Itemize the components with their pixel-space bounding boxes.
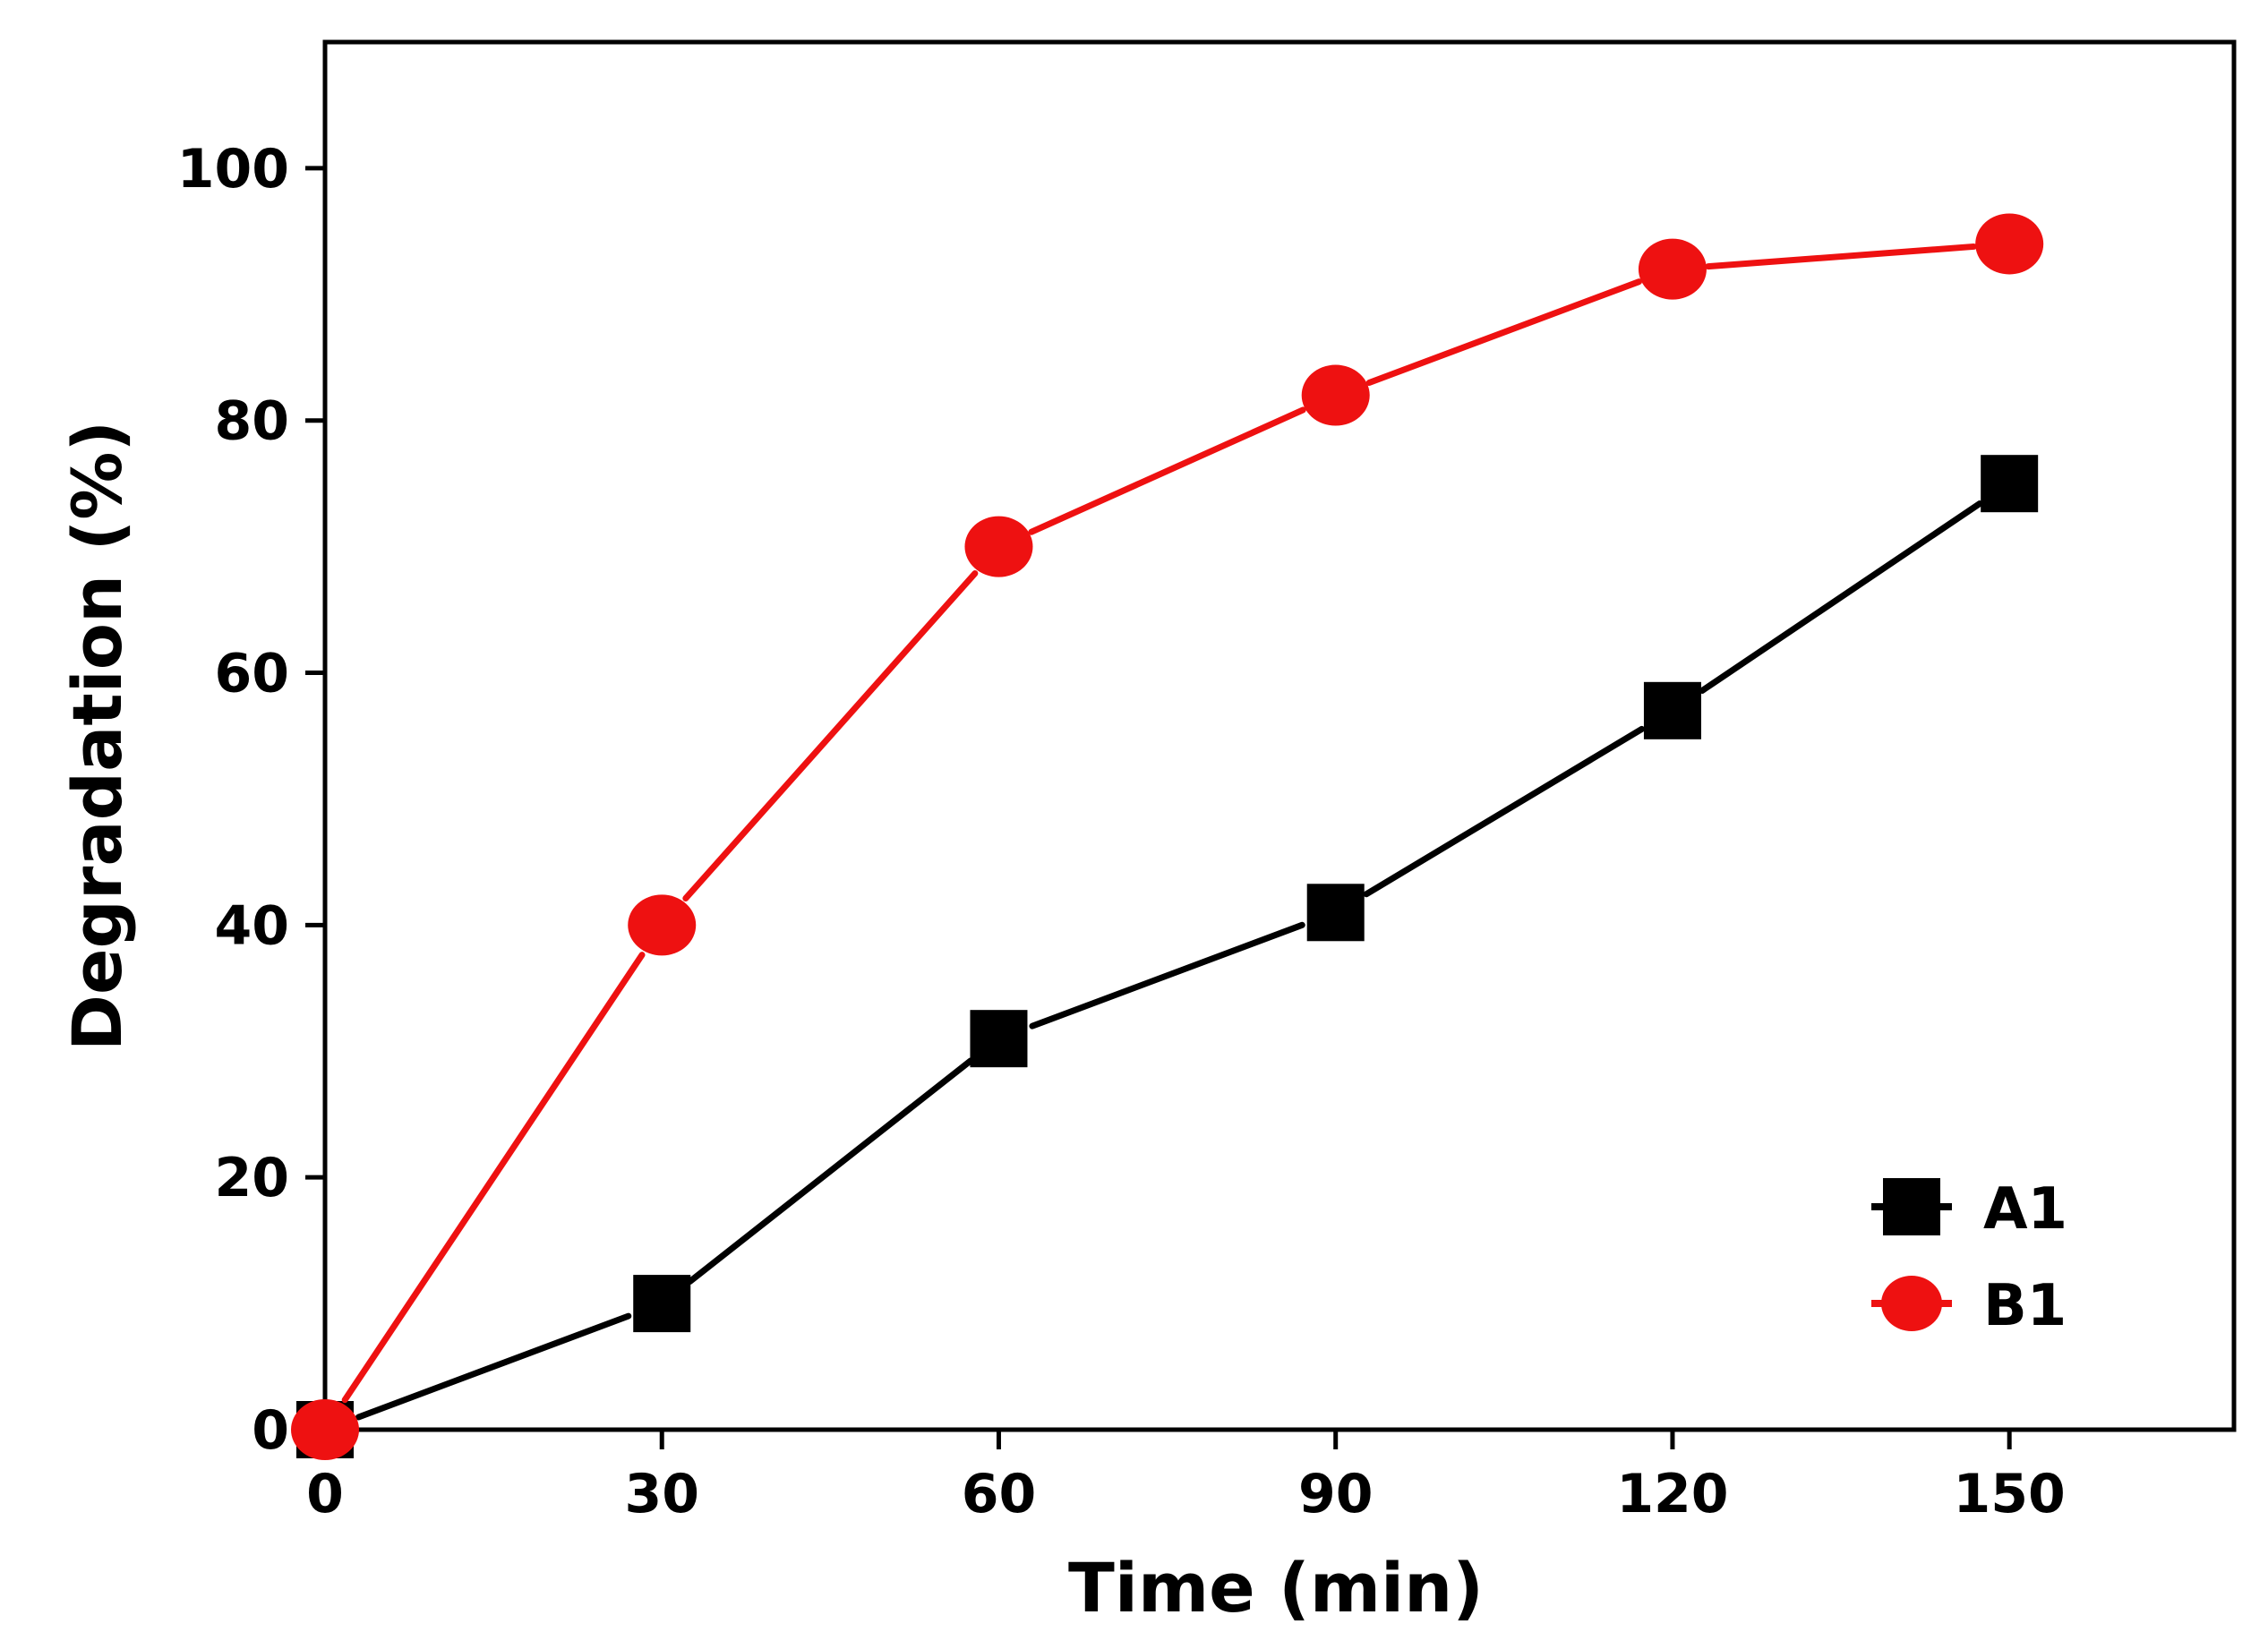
x-tick-label-0: 0 <box>306 1463 344 1525</box>
legend-label-A1: A1 <box>1983 1176 2067 1243</box>
series-B1-segment-3 <box>1365 278 1642 387</box>
x-tick-label-2: 60 <box>962 1463 1037 1525</box>
y-tick-label-3: 60 <box>215 643 290 705</box>
series-B1-segment-2 <box>1028 406 1306 535</box>
series-B1-point-4 <box>1638 238 1707 300</box>
y-tick-label-1: 20 <box>215 1147 290 1209</box>
plot-frame <box>322 39 2237 1432</box>
series-A1-segment-4 <box>1699 500 1983 694</box>
series-B1-segment-1 <box>682 570 979 901</box>
y-axis-title: Degradation (%) <box>57 421 137 1051</box>
series-B1-point-1 <box>628 894 697 956</box>
legend-marker-A1 <box>1883 1178 1940 1235</box>
series-B1 <box>291 213 2044 1460</box>
series-B1-point-2 <box>964 516 1033 577</box>
y-tick-label-5: 100 <box>177 138 289 201</box>
series-B1-point-5 <box>1975 213 2044 275</box>
series-B1-point-0 <box>291 1399 359 1460</box>
series-A1-point-1 <box>633 1275 691 1333</box>
series-B1-point-3 <box>1301 364 1370 426</box>
x-tick-label-1: 30 <box>624 1463 699 1525</box>
legend-entry-A1: A1 <box>1871 1176 2067 1243</box>
legend-entry-B1: B1 <box>1871 1273 2067 1339</box>
series-A1-point-2 <box>970 1010 1028 1068</box>
series-A1-point-3 <box>1306 884 1365 942</box>
series-A1-segment-3 <box>1363 725 1646 898</box>
series-A1-segment-2 <box>1029 921 1305 1030</box>
x-tick-label-5: 150 <box>1954 1463 2066 1525</box>
series-B1-segment-4 <box>1705 243 1977 270</box>
y-tick-label-2: 40 <box>215 894 290 957</box>
series-A1-point-4 <box>1643 681 1701 739</box>
legend-label-B1: B1 <box>1983 1273 2067 1339</box>
series-A1 <box>296 455 2039 1458</box>
legend-marker-B1 <box>1881 1276 1942 1331</box>
series-B1-segment-0 <box>341 952 646 1404</box>
series-A1-segment-0 <box>355 1312 632 1421</box>
x-axis-title: Time (min) <box>1068 1548 1484 1628</box>
x-tick-label-3: 90 <box>1298 1463 1374 1525</box>
series-A1-segment-1 <box>687 1057 974 1285</box>
x-tick-label-4: 120 <box>1616 1463 1728 1525</box>
y-tick-label-4: 80 <box>215 390 290 453</box>
y-tick-label-0: 0 <box>252 1399 289 1462</box>
series-A1-point-5 <box>1981 455 2039 513</box>
